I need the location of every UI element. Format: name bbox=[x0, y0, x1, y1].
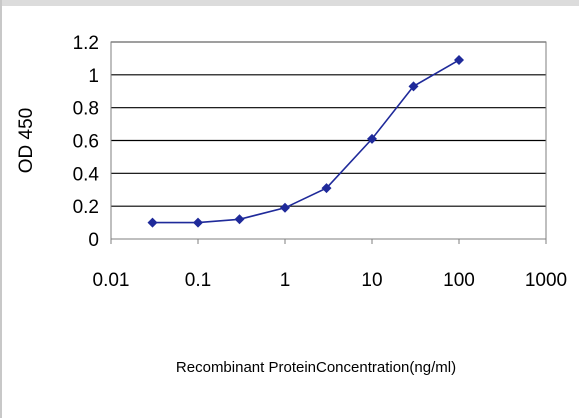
grid-layer bbox=[110, 41, 546, 239]
x-tick-labels: 0.01 0.1 1 10 100 1000 bbox=[93, 239, 567, 291]
x-tick-label: 1 bbox=[280, 270, 291, 291]
plot-area-frame bbox=[110, 41, 547, 240]
data-point bbox=[193, 217, 203, 228]
x-tick-label: 0.1 bbox=[185, 270, 211, 291]
data-point bbox=[280, 202, 290, 213]
x-tick-label: 1000 bbox=[525, 270, 567, 291]
y-tick-label: 0.8 bbox=[73, 99, 99, 120]
x-axis-label: Recombinant ProteinConcentration(ng/ml) bbox=[176, 359, 456, 376]
x-tick-label: 10 bbox=[361, 270, 382, 291]
y-tick-label: 1 bbox=[88, 66, 99, 87]
y-tick-labels: 0 0.2 0.4 0.6 0.8 1 1.2 bbox=[73, 33, 100, 251]
data-point bbox=[454, 55, 464, 66]
x-tick-label: 100 bbox=[443, 270, 475, 291]
left-border bbox=[0, 0, 2, 418]
y-axis-label: OD 450 bbox=[16, 108, 37, 173]
top-crop-strip bbox=[0, 0, 579, 6]
data-point bbox=[147, 217, 158, 228]
y-tick-label: 1.2 bbox=[73, 33, 99, 54]
data-point bbox=[367, 133, 377, 144]
y-tick-label: 0.6 bbox=[73, 132, 99, 153]
series-layer bbox=[147, 55, 464, 228]
y-tick-label: 0.2 bbox=[73, 197, 99, 218]
x-tick-label: 0.01 bbox=[93, 270, 130, 291]
data-point bbox=[408, 81, 419, 92]
y-tick-label: 0.4 bbox=[73, 164, 100, 185]
y-tick-label: 0 bbox=[88, 230, 99, 251]
data-point bbox=[321, 183, 332, 194]
series-line bbox=[152, 59, 460, 224]
data-point bbox=[234, 214, 245, 225]
